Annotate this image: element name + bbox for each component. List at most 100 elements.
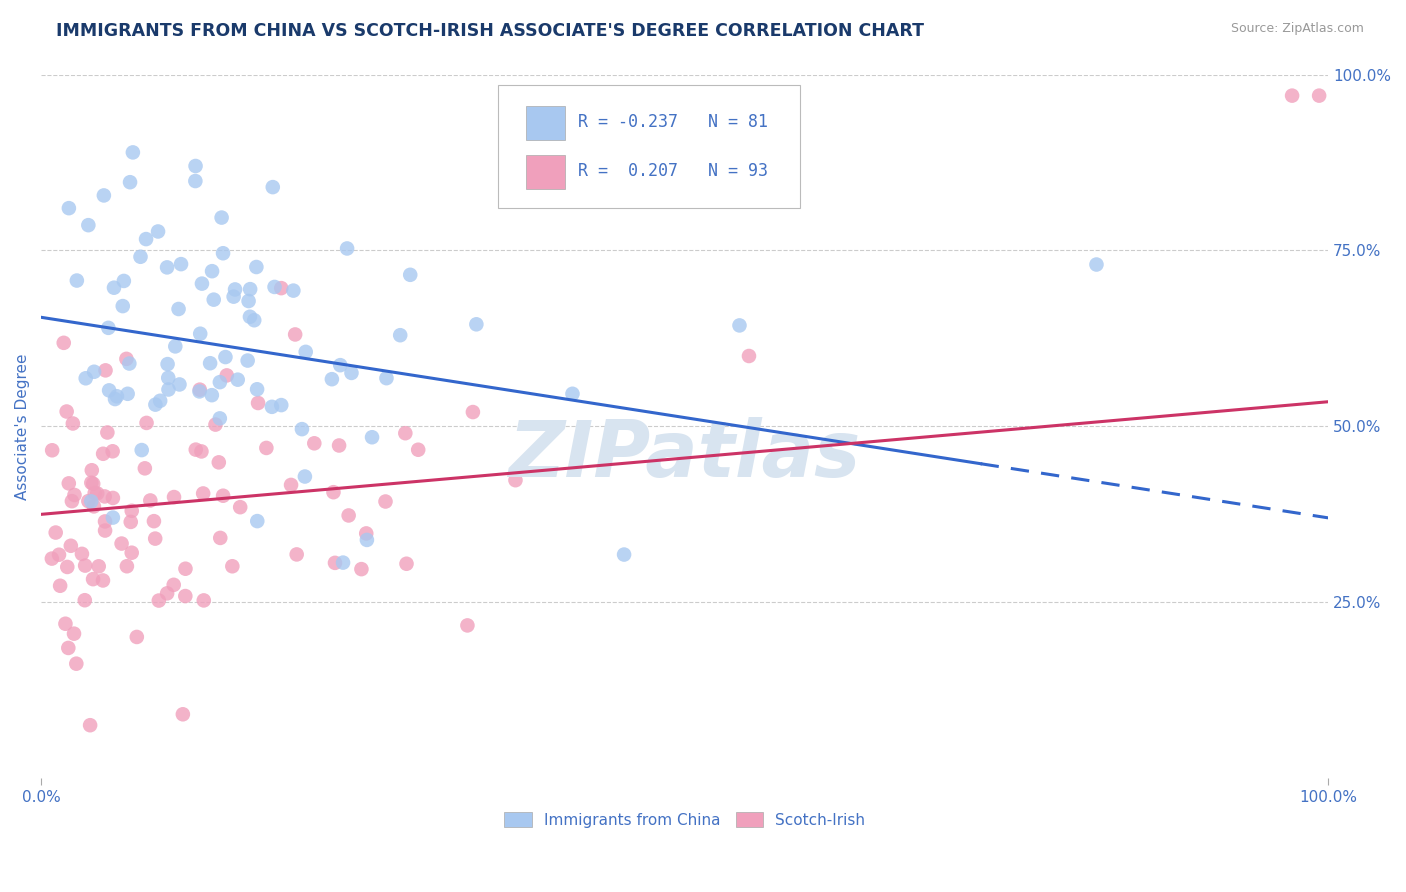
Point — [58, 201, 80, 215]
Point — [121, 546, 143, 560]
Point — [49, 579, 72, 593]
Point — [222, 290, 245, 304]
Point — [94, 363, 117, 377]
Point — [77, 218, 100, 232]
Point — [94, 515, 117, 529]
Point — [198, 356, 221, 370]
Point — [83, 500, 105, 514]
Point — [321, 372, 343, 386]
Point — [80, 463, 103, 477]
Point — [59, 539, 82, 553]
Point — [505, 473, 527, 487]
Bar — [526, 155, 565, 189]
Point — [134, 461, 156, 475]
Point — [157, 371, 180, 385]
Point — [117, 386, 139, 401]
Point — [125, 630, 148, 644]
Point — [201, 388, 224, 402]
Point — [221, 559, 243, 574]
Point — [60, 494, 83, 508]
Text: Source: ZipAtlas.com: Source: ZipAtlas.com — [1230, 22, 1364, 36]
Point — [170, 257, 193, 271]
Point — [101, 444, 124, 458]
Point — [118, 357, 141, 371]
Point — [131, 443, 153, 458]
Point — [322, 485, 344, 500]
Point — [337, 508, 360, 523]
Point — [156, 357, 179, 371]
Point — [212, 489, 235, 503]
Point — [139, 493, 162, 508]
Point — [94, 524, 117, 538]
Point — [174, 562, 197, 576]
Point — [283, 284, 305, 298]
Point — [93, 490, 115, 504]
Point — [238, 293, 260, 308]
Point — [56, 560, 79, 574]
Point — [41, 443, 63, 458]
Point — [254, 441, 277, 455]
Point — [169, 377, 191, 392]
Point — [354, 526, 377, 541]
Point — [55, 404, 77, 418]
Point — [1308, 88, 1330, 103]
Point — [226, 373, 249, 387]
Point — [129, 250, 152, 264]
Point — [70, 547, 93, 561]
Point — [239, 282, 262, 296]
Point — [389, 328, 412, 343]
Point — [79, 718, 101, 732]
Point — [97, 321, 120, 335]
Point — [75, 558, 97, 573]
Point — [91, 447, 114, 461]
Point — [75, 371, 97, 385]
Point — [215, 368, 238, 383]
Point — [118, 175, 141, 189]
Point — [63, 626, 86, 640]
Point — [145, 398, 167, 412]
Point — [406, 442, 429, 457]
Point — [284, 327, 307, 342]
Point — [243, 313, 266, 327]
Point — [214, 350, 236, 364]
Point — [456, 618, 478, 632]
Point — [211, 211, 233, 225]
Point — [728, 318, 751, 333]
Point — [115, 559, 138, 574]
Point — [142, 514, 165, 528]
Point — [156, 586, 179, 600]
Point — [204, 417, 226, 432]
Text: ZIPatlas: ZIPatlas — [509, 417, 860, 492]
Point — [280, 478, 302, 492]
Point — [148, 593, 170, 607]
Point — [96, 425, 118, 440]
Point — [304, 436, 326, 450]
Text: IMMIGRANTS FROM CHINA VS SCOTCH-IRISH ASSOCIATE'S DEGREE CORRELATION CHART: IMMIGRANTS FROM CHINA VS SCOTCH-IRISH AS… — [56, 22, 924, 40]
Point — [120, 515, 142, 529]
Point — [245, 260, 267, 274]
Point — [236, 353, 259, 368]
Point — [332, 556, 354, 570]
Point — [246, 514, 269, 528]
Point — [270, 281, 292, 295]
Point — [247, 396, 270, 410]
Point — [163, 578, 186, 592]
Point — [83, 365, 105, 379]
Point — [103, 281, 125, 295]
Point — [65, 657, 87, 671]
Point — [52, 335, 75, 350]
Point — [461, 405, 484, 419]
Point — [263, 280, 285, 294]
Point — [135, 416, 157, 430]
Point — [323, 556, 346, 570]
Point — [58, 640, 80, 655]
Point — [224, 282, 246, 296]
Point — [270, 398, 292, 412]
Point — [202, 293, 225, 307]
Point — [63, 488, 86, 502]
Point — [73, 593, 96, 607]
Point — [356, 533, 378, 547]
Text: R =  0.207   N = 93: R = 0.207 N = 93 — [578, 162, 768, 180]
Point — [201, 264, 224, 278]
Point — [62, 417, 84, 431]
